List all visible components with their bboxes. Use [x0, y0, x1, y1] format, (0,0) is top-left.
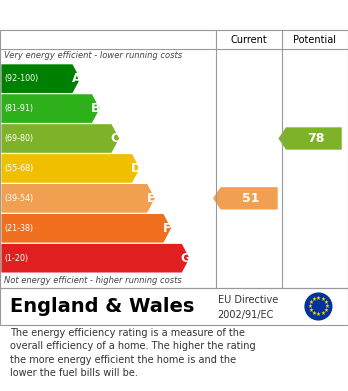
Text: 51: 51 [242, 192, 260, 205]
Text: ★: ★ [309, 308, 314, 313]
Text: ★: ★ [308, 304, 313, 309]
Text: Energy Efficiency Rating: Energy Efficiency Rating [10, 7, 232, 23]
Text: (92-100): (92-100) [5, 74, 39, 83]
Text: Potential: Potential [293, 35, 337, 45]
Polygon shape [1, 94, 100, 123]
Text: ★: ★ [312, 297, 317, 302]
Text: The energy efficiency rating is a measure of the
overall efficiency of a home. T: The energy efficiency rating is a measur… [10, 328, 256, 378]
Text: ★: ★ [312, 311, 317, 316]
Text: C: C [111, 132, 120, 145]
Text: ★: ★ [316, 312, 321, 317]
Text: Very energy efficient - lower running costs: Very energy efficient - lower running co… [4, 50, 182, 59]
Text: Current: Current [231, 35, 268, 45]
Ellipse shape [304, 292, 332, 321]
Text: ★: ★ [316, 296, 321, 301]
Polygon shape [1, 214, 171, 242]
Text: (55-68): (55-68) [5, 164, 34, 173]
Text: D: D [131, 162, 141, 175]
Polygon shape [1, 64, 80, 93]
Text: Not energy efficient - higher running costs: Not energy efficient - higher running co… [4, 276, 182, 285]
Text: ★: ★ [320, 311, 325, 316]
Polygon shape [1, 154, 140, 183]
Text: (21-38): (21-38) [5, 224, 34, 233]
Text: (39-54): (39-54) [5, 194, 34, 203]
Text: B: B [91, 102, 101, 115]
Text: ★: ★ [324, 304, 329, 309]
Text: ★: ★ [309, 300, 314, 305]
Polygon shape [278, 127, 342, 150]
Text: E: E [147, 192, 155, 205]
Text: (1-20): (1-20) [5, 254, 29, 263]
Text: ★: ★ [323, 300, 328, 305]
Text: ★: ★ [320, 297, 325, 302]
Text: F: F [163, 222, 172, 235]
Polygon shape [1, 124, 119, 153]
Text: 2002/91/EC: 2002/91/EC [218, 310, 274, 319]
Polygon shape [213, 187, 278, 210]
Polygon shape [1, 244, 189, 273]
Text: A: A [72, 72, 81, 85]
Text: 78: 78 [307, 132, 324, 145]
Text: (81-91): (81-91) [5, 104, 34, 113]
Text: England & Wales: England & Wales [10, 297, 195, 316]
Polygon shape [1, 184, 155, 213]
Text: ★: ★ [323, 308, 328, 313]
Text: (69-80): (69-80) [5, 134, 34, 143]
Text: G: G [181, 252, 191, 265]
Text: EU Directive: EU Directive [218, 295, 278, 305]
